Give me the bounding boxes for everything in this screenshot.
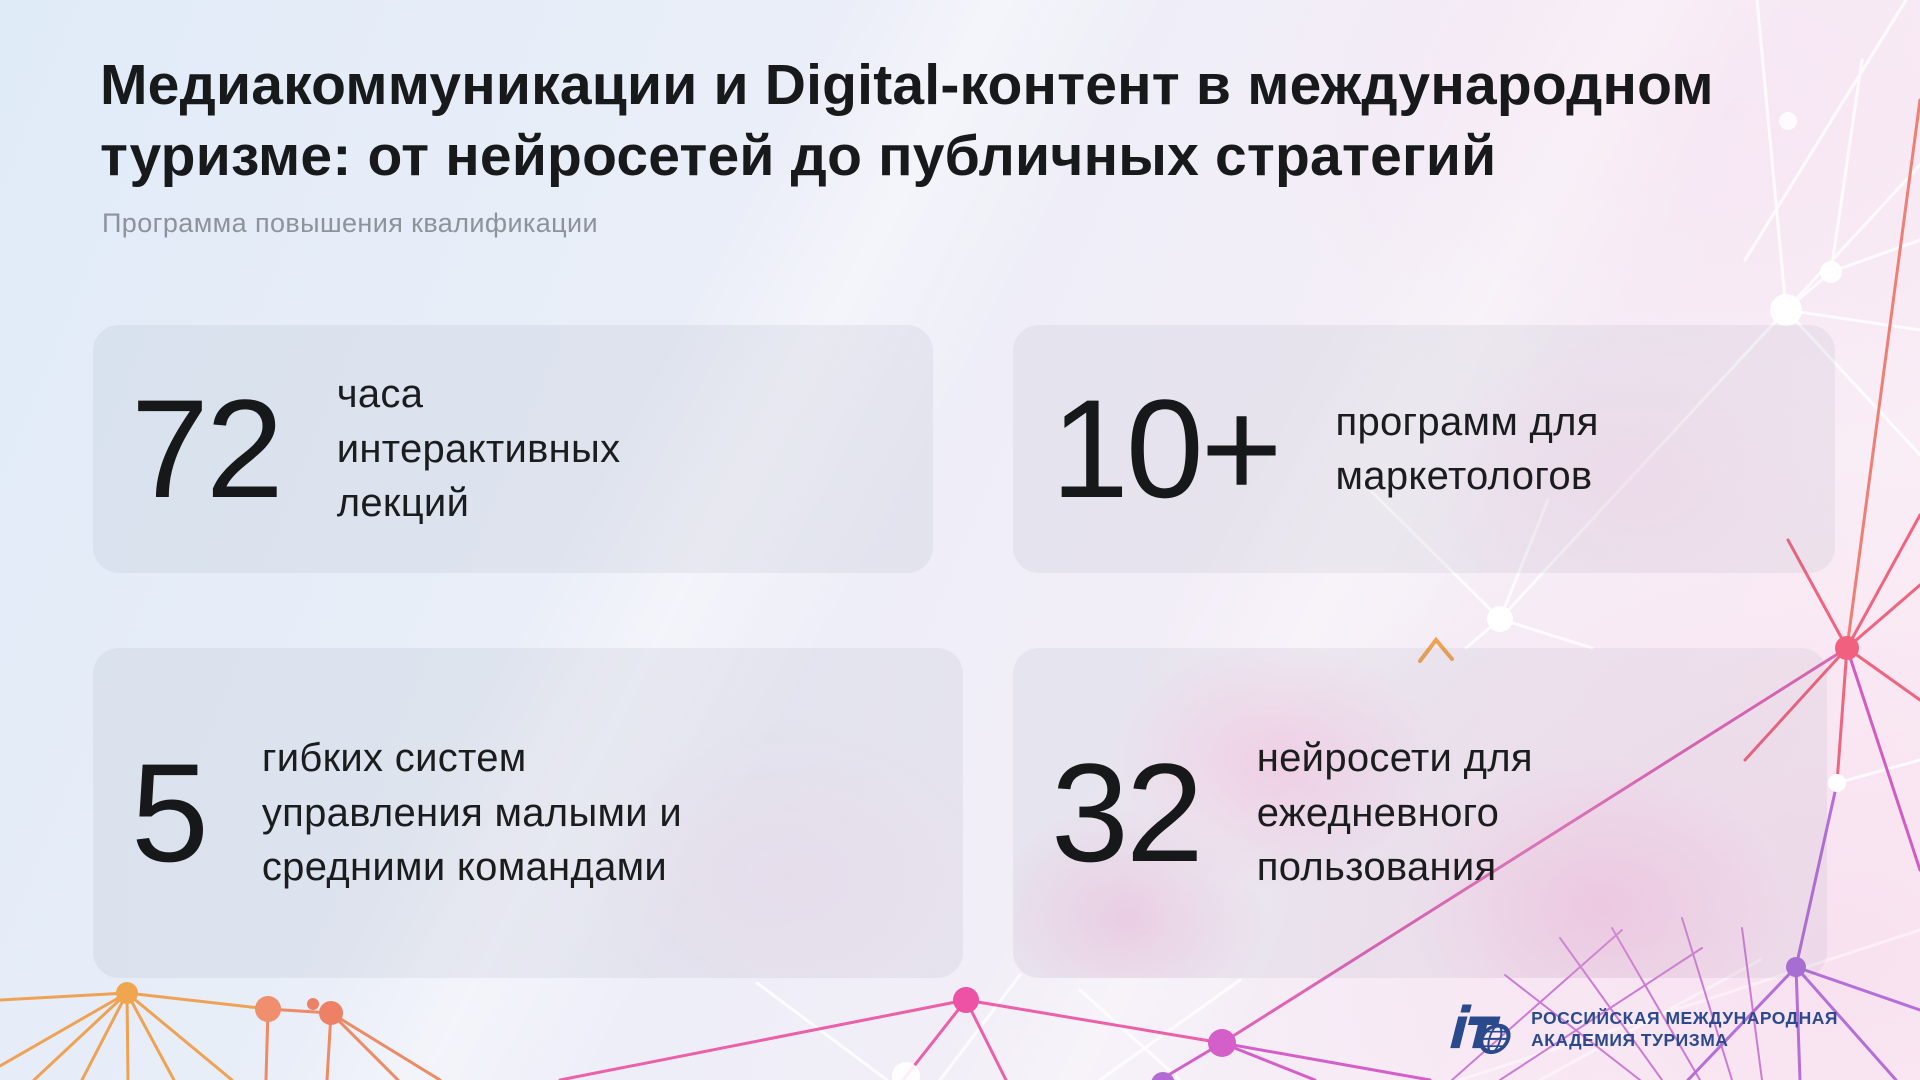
rmat-logo: РОССИЙСКАЯ МЕЖДУНАРОДНАЯ АКАДЕМИЯ ТУРИЗМ… (1443, 994, 1838, 1064)
rmat-logo-text-line-1: РОССИЙСКАЯ МЕЖДУНАРОДНАЯ (1531, 1007, 1838, 1028)
stat-value: 5 (131, 734, 209, 891)
stat-value: 10+ (1051, 370, 1282, 527)
stat-label: гибких систем управления малыми и средни… (261, 736, 682, 890)
network-nodes (116, 112, 1859, 1080)
stat-card-hours: 72 часа интерактивных лекций (93, 325, 933, 573)
stat-value: 72 (131, 370, 284, 527)
page-title-line-1: Медиакоммуникации и Digital-контент в ме… (100, 53, 1714, 117)
stat-card-programs: 10+ программ для маркетологов (1013, 325, 1835, 573)
rmat-logo-icon (1450, 1004, 1511, 1055)
stat-label: часа интерактивных лекций (336, 372, 621, 526)
rmat-logo-text-line-2: АКАДЕМИЯ ТУРИЗМА (1531, 1030, 1729, 1050)
page-title-line-2: туризме: от нейросетей до публичных стра… (100, 123, 1497, 188)
stat-card-neural-networks: 32 нейросети для ежедневного пользования (1013, 648, 1827, 978)
stat-label: программ для маркетологов (1335, 399, 1599, 498)
page-title: Медиакоммуникации и Digital-контент в ме… (100, 50, 1860, 191)
rmat-logo-text: РОССИЙСКАЯ МЕЖДУНАРОДНАЯ АКАДЕМИЯ ТУРИЗМ… (1531, 1007, 1838, 1052)
page-subtitle: Программа повышения квалификации (102, 208, 598, 238)
stat-card-systems: 5 гибких систем управления малыми и сред… (93, 648, 963, 978)
stat-label: нейросети для ежедневного пользования (1256, 736, 1533, 890)
stat-value: 32 (1051, 734, 1204, 891)
